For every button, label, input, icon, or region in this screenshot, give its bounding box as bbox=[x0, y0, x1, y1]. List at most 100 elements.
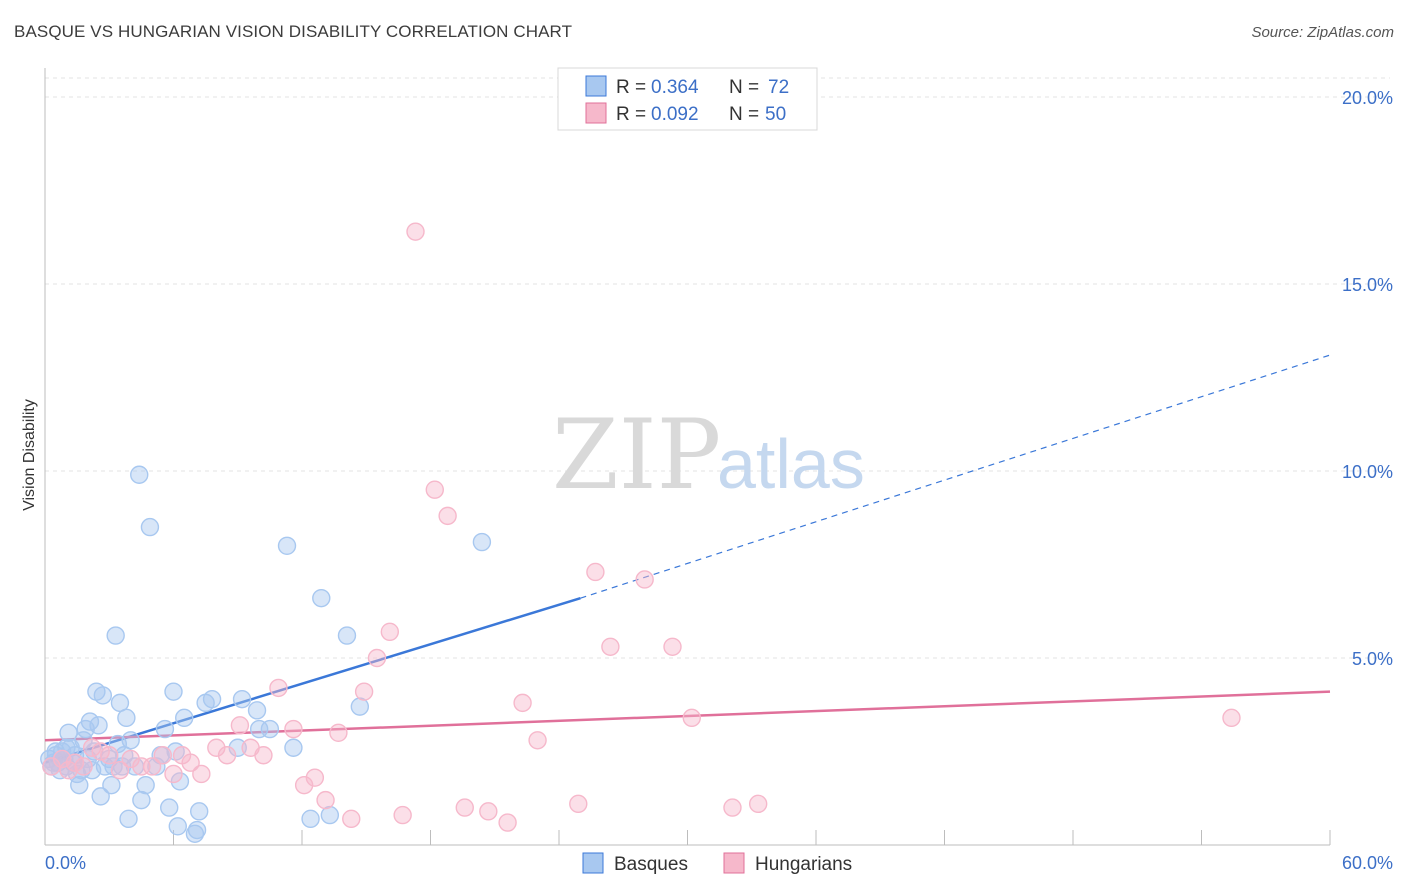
point-basques-9 bbox=[59, 723, 78, 742]
point-hungarians-29 bbox=[354, 682, 374, 701]
point-basques-56 bbox=[202, 689, 222, 709]
bottom-legend-swatch-basques bbox=[582, 852, 604, 874]
point-basques-39 bbox=[130, 465, 149, 484]
point-basques-49 bbox=[168, 817, 187, 836]
point-basques-30 bbox=[106, 626, 125, 645]
grid-lines bbox=[45, 77, 1390, 659]
point-hungarians-37 bbox=[479, 802, 498, 821]
legend-n-label-1: N = bbox=[729, 77, 759, 98]
point-hungarians-21 bbox=[254, 746, 273, 765]
bottom-legend-hungarians: Hungarians bbox=[755, 854, 852, 875]
point-hungarians-24 bbox=[294, 775, 314, 795]
point-basques-25 bbox=[93, 686, 113, 705]
point-basques-71 bbox=[57, 738, 76, 757]
point-hungarians-9 bbox=[121, 749, 140, 769]
point-hungarians-30 bbox=[367, 648, 387, 668]
watermark-atlas: atlas bbox=[717, 425, 865, 503]
legend-r-value-1: 0.364 bbox=[651, 77, 699, 98]
bottom-legend-swatch-hungarians bbox=[723, 852, 745, 874]
point-hungarians-43 bbox=[601, 637, 620, 656]
point-hungarians-44 bbox=[635, 570, 654, 589]
point-hungarians-46 bbox=[682, 708, 701, 728]
point-hungarians-36 bbox=[455, 798, 474, 817]
point-hungarians-34 bbox=[425, 480, 444, 499]
point-hungarians-23 bbox=[284, 719, 303, 739]
legend-swatch-hungarians bbox=[585, 102, 607, 124]
point-hungarians-40 bbox=[528, 731, 547, 750]
point-basques-41 bbox=[136, 775, 155, 795]
point-hungarians-18 bbox=[217, 746, 237, 765]
point-basques-51 bbox=[175, 708, 194, 728]
point-hungarians-33 bbox=[406, 222, 425, 241]
point-hungarians-28 bbox=[342, 809, 361, 829]
point-basques-59 bbox=[247, 701, 267, 720]
point-basques-69 bbox=[472, 532, 492, 552]
point-hungarians-15 bbox=[181, 753, 200, 772]
point-hungarians-16 bbox=[192, 764, 211, 784]
point-hungarians-32 bbox=[393, 805, 412, 825]
legend-n-label-2: N = bbox=[729, 104, 759, 125]
point-basques-37 bbox=[121, 731, 140, 750]
point-basques-65 bbox=[312, 588, 331, 608]
point-hungarians-13 bbox=[164, 764, 183, 784]
point-hungarians-31 bbox=[380, 622, 400, 642]
point-hungarians-42 bbox=[586, 562, 605, 582]
point-basques-43 bbox=[147, 757, 166, 776]
top-legend: R = 0.364 N = 72 R = 0.092 N = 50 bbox=[557, 67, 818, 131]
x-tick-label-1: 60.0% bbox=[1342, 853, 1393, 873]
point-basques-46 bbox=[160, 798, 179, 817]
point-basques-47 bbox=[164, 682, 183, 701]
point-basques-57 bbox=[228, 738, 247, 757]
point-basques-53 bbox=[187, 820, 207, 840]
bottom-legend-basques: Basques bbox=[614, 854, 688, 875]
x-tick-labels: 0.0% 60.0% bbox=[45, 853, 1393, 873]
point-basques-35 bbox=[117, 708, 136, 728]
point-hungarians-35 bbox=[438, 506, 457, 526]
source-credit: Source: ZipAtlas.com bbox=[1251, 24, 1394, 41]
legend-r-label-1: R = bbox=[616, 77, 646, 98]
trend-line-hungarians bbox=[44, 690, 1331, 742]
point-basques-68 bbox=[350, 697, 370, 716]
point-basques-70 bbox=[46, 742, 65, 761]
point-hungarians-19 bbox=[230, 716, 250, 735]
point-hungarians-11 bbox=[142, 757, 162, 776]
y-tick-label-3: 20.0% bbox=[1342, 88, 1393, 108]
x-tick-label-0: 0.0% bbox=[45, 853, 86, 873]
watermark-zip: ZIP bbox=[552, 399, 721, 511]
y-tick-label-1: 10.0% bbox=[1342, 462, 1393, 482]
legend-r-label-2: R = bbox=[616, 104, 646, 125]
point-basques-60 bbox=[249, 719, 269, 739]
point-basques-64 bbox=[301, 809, 320, 829]
axes bbox=[44, 68, 1331, 846]
y-tick-labels: 5.0% 10.0% 15.0% 20.0% bbox=[1342, 88, 1393, 669]
point-basques-24 bbox=[91, 787, 110, 806]
trend-line-basques bbox=[44, 596, 581, 764]
point-basques-50 bbox=[170, 772, 190, 791]
point-basques-36 bbox=[119, 809, 138, 829]
point-hungarians-41 bbox=[569, 794, 588, 814]
point-hungarians-45 bbox=[663, 637, 682, 656]
y-axis-label: Vision Disability bbox=[21, 399, 38, 511]
point-hungarians-7 bbox=[100, 746, 119, 765]
point-hungarians-26 bbox=[316, 790, 335, 810]
point-basques-61 bbox=[260, 719, 280, 739]
chart-title: BASQUE VS HUNGARIAN VISION DISABILITY CO… bbox=[14, 22, 573, 41]
legend-n-value-1: 72 bbox=[768, 77, 789, 98]
point-hungarians-22 bbox=[269, 678, 288, 698]
point-hungarians-8 bbox=[110, 761, 130, 780]
point-hungarians-4 bbox=[74, 757, 93, 776]
point-basques-62 bbox=[277, 536, 297, 555]
point-hungarians-25 bbox=[305, 768, 325, 787]
point-hungarians-47 bbox=[723, 798, 742, 817]
point-hungarians-0 bbox=[42, 757, 61, 776]
legend-n-value-2: 50 bbox=[765, 104, 786, 125]
point-basques-66 bbox=[320, 805, 340, 825]
point-hungarians-17 bbox=[207, 738, 226, 757]
watermark: ZIP atlas bbox=[552, 399, 865, 511]
point-basques-42 bbox=[140, 517, 160, 537]
legend-r-value-2: 0.092 bbox=[651, 104, 699, 125]
bottom-legend: Basques Hungarians bbox=[582, 852, 852, 875]
point-basques-45 bbox=[155, 719, 175, 739]
point-hungarians-10 bbox=[132, 757, 151, 776]
